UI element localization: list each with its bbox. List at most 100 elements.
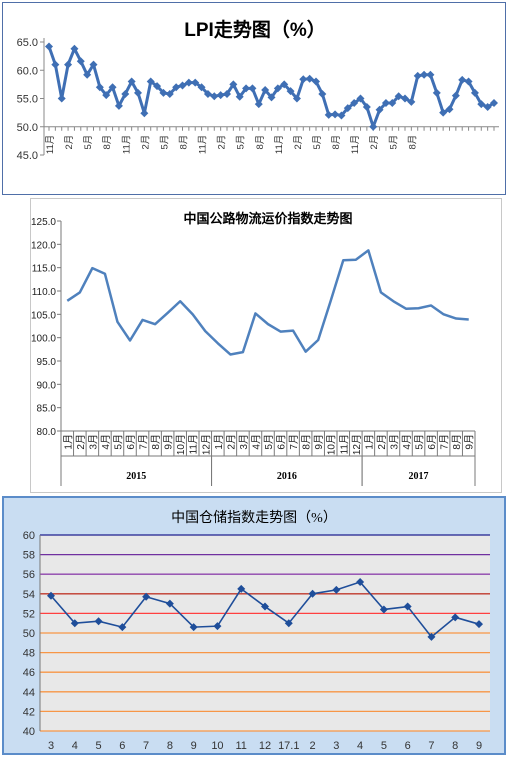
warehouse-point	[475, 620, 483, 629]
lpi-point	[375, 105, 384, 114]
lpi-point	[426, 70, 435, 79]
lpi-point	[51, 60, 60, 69]
x-tick-label: 1月	[213, 434, 225, 450]
lpi-point	[267, 93, 276, 102]
lpi-point	[305, 74, 314, 83]
y-tick-label: 125.0	[31, 217, 56, 228]
y-tick-label: 44	[23, 687, 35, 699]
lpi-point	[216, 91, 225, 100]
x-tick-label: 7月	[439, 434, 451, 450]
lpi-point	[439, 108, 448, 117]
warehouse-point	[47, 591, 55, 600]
freight-index-chart-panel: 中国公路物流运价指数走势图 80.0 85.0 90.0 95.0 100.0 105.0 1…	[30, 198, 502, 493]
chart-title: 中国仓储指数走势图（%）	[171, 510, 337, 526]
x-tick-label: 11月	[188, 434, 200, 454]
warehouse-point	[70, 619, 79, 628]
x-tick-label: 8月	[102, 135, 113, 150]
lpi-point	[45, 42, 53, 51]
lpi-point	[159, 88, 168, 97]
year-group-label: 2016	[277, 471, 297, 482]
lpi-point	[242, 84, 251, 93]
y-tick-label: 46	[23, 667, 35, 679]
y-tick-label: 56	[23, 569, 35, 581]
x-tick-label: 6月	[426, 434, 438, 450]
x-tick-label: 8月	[150, 434, 162, 450]
y-tick-label: 80.0	[37, 427, 57, 438]
x-tick-label: 2月	[75, 434, 87, 450]
x-tick-label: 8月	[331, 135, 342, 150]
lpi-point	[401, 94, 409, 103]
lpi-point	[331, 110, 340, 119]
x-tick-label: 12月	[200, 434, 212, 455]
x-tick-label: 2月	[217, 135, 228, 150]
lpi-point	[121, 89, 130, 98]
lpi-point	[407, 97, 416, 106]
y-tick-label: 58	[23, 550, 35, 562]
x-tick-label: 11月	[121, 135, 132, 154]
x-tick-label: 5月	[388, 135, 399, 150]
y-tick-label: 48	[23, 648, 35, 660]
lpi-point	[458, 75, 467, 84]
x-tick-label: 11	[236, 740, 247, 752]
warehouse-point	[284, 619, 293, 628]
x-tick-label: 4	[357, 740, 363, 752]
warehouse-point	[142, 592, 151, 601]
x-tick-label: 4	[72, 740, 78, 752]
lpi-point	[343, 104, 352, 113]
x-tick-label: 5月	[159, 135, 170, 150]
y-tick-label: 100.0	[31, 334, 56, 345]
warehouse-point	[356, 578, 365, 587]
freight-series-line	[66, 249, 469, 356]
x-tick-label: 5月	[263, 434, 275, 450]
lpi-point	[445, 105, 454, 114]
lpi-point	[229, 80, 238, 89]
lpi-point	[286, 87, 295, 96]
x-tick-label: 2月	[369, 135, 380, 150]
warehouse-point	[261, 602, 269, 611]
lpi-point	[394, 92, 403, 101]
lpi-point	[140, 109, 149, 118]
y-tick-label: 50.0	[17, 122, 38, 134]
lpi-point	[70, 44, 79, 53]
warehouse-point	[308, 589, 317, 598]
lpi-point	[203, 89, 212, 98]
chart-title: 中国公路物流运价指数走势图	[183, 211, 352, 226]
x-tick-label: 3	[48, 740, 54, 752]
x-tick-label: 12月	[351, 434, 363, 455]
lpi-point	[381, 99, 390, 108]
lpi-point	[470, 88, 479, 97]
freight-index-chart: 中国公路物流运价指数走势图 80.0 85.0 90.0 95.0 100.0 105.0 1…	[31, 211, 476, 486]
y-tick-label: 120.0	[31, 240, 56, 251]
lpi-point	[64, 60, 73, 69]
lpi-point	[95, 83, 104, 92]
warehouse-point	[118, 623, 127, 632]
x-tick-label: 8月	[407, 135, 418, 150]
x-tick-label: 10	[211, 740, 223, 752]
x-tick-label: 6月	[276, 434, 288, 450]
lpi-point	[89, 60, 98, 69]
lpi-point	[172, 83, 181, 92]
lpi-point	[324, 110, 333, 119]
year-group-label: 2017	[409, 471, 429, 482]
x-tick-label: 2月	[225, 434, 237, 450]
x-tick-label: 4月	[401, 434, 413, 450]
x-tick-label: 2月	[376, 434, 388, 450]
lpi-point	[261, 86, 270, 95]
x-tick-label: 4月	[250, 434, 262, 450]
lpi-point	[273, 84, 282, 93]
x-tick-label: 8月	[301, 434, 313, 450]
y-tick-label: 50	[23, 628, 35, 640]
warehouse-point	[332, 585, 341, 594]
lpi-point	[184, 78, 193, 87]
x-tick-label: 6	[405, 740, 411, 752]
chart-title: LPI走势图（%）	[184, 18, 325, 41]
year-group-label: 2015	[126, 471, 146, 482]
warehouse-point	[427, 632, 436, 641]
x-tick-label: 11月	[338, 434, 350, 454]
x-tick-label: 2月	[64, 135, 75, 150]
lpi-point	[420, 70, 429, 79]
y-tick-label: 60.0	[17, 65, 38, 77]
lpi-point	[57, 94, 66, 103]
x-tick-label: 2	[309, 740, 315, 752]
lpi-point	[432, 88, 441, 97]
